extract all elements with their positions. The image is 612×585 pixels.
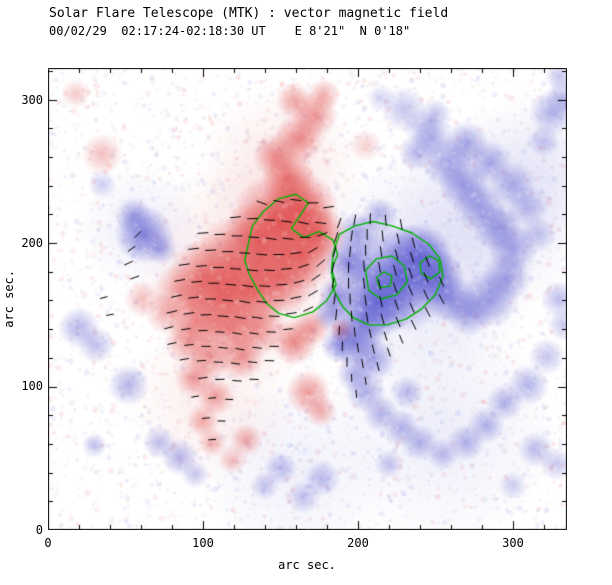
x-tick-label-0: 0: [44, 536, 52, 550]
y-tick-label-0: 0: [35, 523, 43, 537]
x-tick-label-100: 100: [192, 536, 214, 550]
plot-subtitle: 00/02/29 02:17:24-02:18:30 UT E 8'21" N …: [49, 24, 411, 38]
y-tick-label-100: 100: [21, 379, 43, 393]
y-axis-label: arc sec.: [2, 270, 16, 328]
magnetogram-canvas: [48, 68, 567, 530]
x-axis-label: arc sec.: [278, 558, 336, 572]
x-tick-label-200: 200: [347, 536, 369, 550]
y-tick-label-300: 300: [21, 93, 43, 107]
y-tick-label-200: 200: [21, 236, 43, 250]
x-tick-label-300: 300: [502, 536, 524, 550]
plot-title: Solar Flare Telescope (MTK) : vector mag…: [49, 6, 449, 21]
